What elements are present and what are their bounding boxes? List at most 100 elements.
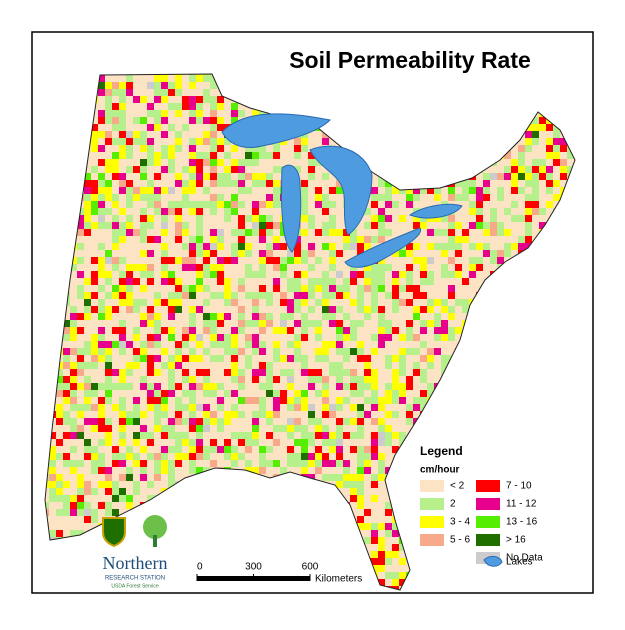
raster-cell — [420, 215, 427, 222]
raster-cell — [413, 215, 420, 222]
raster-cell — [98, 278, 105, 285]
raster-cell — [511, 145, 518, 152]
raster-cell — [385, 215, 392, 222]
raster-cell — [133, 138, 140, 145]
raster-cell — [133, 446, 140, 453]
raster-cell — [294, 257, 301, 264]
raster-cell — [273, 439, 280, 446]
raster-cell — [392, 411, 399, 418]
raster-cell — [497, 201, 504, 208]
raster-cell — [441, 257, 448, 264]
raster-cell — [539, 131, 546, 138]
raster-cell — [301, 397, 308, 404]
raster-cell — [301, 348, 308, 355]
raster-cell — [364, 481, 371, 488]
raster-cell — [392, 229, 399, 236]
raster-cell — [259, 376, 266, 383]
raster-cell — [77, 299, 84, 306]
raster-cell — [196, 103, 203, 110]
raster-cell — [56, 516, 63, 523]
raster-cell — [126, 306, 133, 313]
raster-cell — [392, 383, 399, 390]
raster-cell — [154, 264, 161, 271]
raster-cell — [182, 180, 189, 187]
raster-cell — [350, 313, 357, 320]
raster-cell — [287, 418, 294, 425]
raster-cell — [210, 264, 217, 271]
raster-cell — [63, 313, 70, 320]
raster-cell — [357, 439, 364, 446]
raster-cell — [427, 292, 434, 299]
raster-cell — [98, 306, 105, 313]
raster-cell — [217, 124, 224, 131]
raster-cell — [126, 89, 133, 96]
raster-cell — [98, 222, 105, 229]
raster-cell — [126, 285, 133, 292]
raster-cell — [189, 453, 196, 460]
raster-cell — [350, 474, 357, 481]
raster-cell — [133, 341, 140, 348]
raster-cell — [462, 201, 469, 208]
raster-cell — [168, 278, 175, 285]
raster-cell — [147, 397, 154, 404]
raster-cell — [189, 110, 196, 117]
raster-cell — [392, 299, 399, 306]
raster-cell — [476, 215, 483, 222]
raster-cell — [70, 453, 77, 460]
raster-cell — [301, 334, 308, 341]
raster-cell — [273, 264, 280, 271]
raster-cell — [518, 215, 525, 222]
raster-cell — [364, 460, 371, 467]
raster-cell — [364, 446, 371, 453]
raster-cell — [168, 334, 175, 341]
raster-cell — [357, 334, 364, 341]
raster-cell — [525, 187, 532, 194]
raster-cell — [126, 131, 133, 138]
raster-cell — [329, 257, 336, 264]
raster-cell — [322, 467, 329, 474]
raster-cell — [119, 502, 126, 509]
raster-cell — [413, 411, 420, 418]
raster-cell — [518, 236, 525, 243]
raster-cell — [301, 250, 308, 257]
raster-cell — [161, 467, 168, 474]
raster-cell — [322, 404, 329, 411]
raster-cell — [154, 110, 161, 117]
raster-cell — [203, 110, 210, 117]
raster-cell — [84, 390, 91, 397]
raster-cell — [217, 117, 224, 124]
raster-cell — [399, 215, 406, 222]
raster-cell — [294, 271, 301, 278]
raster-cell — [182, 369, 189, 376]
raster-cell — [126, 236, 133, 243]
raster-cell — [266, 292, 273, 299]
raster-cell — [371, 509, 378, 516]
raster-cell — [98, 103, 105, 110]
raster-cell — [168, 103, 175, 110]
raster-cell — [308, 285, 315, 292]
raster-cell — [133, 222, 140, 229]
raster-cell — [378, 236, 385, 243]
raster-cell — [203, 411, 210, 418]
raster-cell — [105, 299, 112, 306]
raster-cell — [140, 215, 147, 222]
raster-cell — [399, 341, 406, 348]
raster-cell — [98, 474, 105, 481]
raster-cell — [77, 264, 84, 271]
raster-cell — [301, 432, 308, 439]
raster-cell — [238, 222, 245, 229]
raster-cell — [119, 334, 126, 341]
raster-cell — [210, 376, 217, 383]
raster-cell — [329, 467, 336, 474]
raster-cell — [273, 250, 280, 257]
raster-cell — [392, 362, 399, 369]
raster-cell — [413, 313, 420, 320]
raster-cell — [77, 467, 84, 474]
raster-cell — [413, 334, 420, 341]
raster-cell — [91, 187, 98, 194]
raster-cell — [238, 327, 245, 334]
raster-cell — [45, 495, 49, 502]
raster-cell — [287, 348, 294, 355]
raster-cell — [259, 411, 266, 418]
raster-cell — [476, 173, 483, 180]
